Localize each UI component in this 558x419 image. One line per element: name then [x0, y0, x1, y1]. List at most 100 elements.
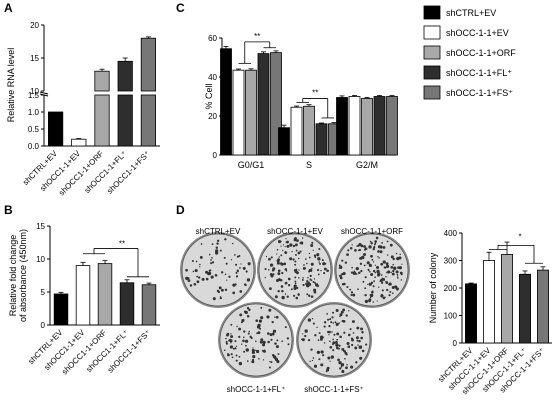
colony-dot [372, 261, 375, 263]
y-tick-label: 200 [444, 284, 458, 293]
colony-dot [219, 249, 222, 252]
colony-dot [262, 340, 266, 345]
colony-dot [318, 261, 320, 263]
colony-dot [398, 266, 403, 270]
chart-d: 0100200300400shCTRL+EVshOCC-1-1+EVshOCC-… [428, 229, 552, 396]
colony-dot [281, 295, 285, 300]
colony-dot [238, 361, 243, 366]
colony-dot [309, 274, 312, 277]
colony-dot [297, 251, 301, 255]
bar [278, 127, 290, 156]
bar [465, 283, 477, 344]
colony-dot [319, 335, 324, 339]
colony-dot [346, 363, 348, 366]
colony-dot [364, 299, 369, 304]
bar [140, 94, 156, 147]
colony-dot [270, 361, 273, 364]
colony-dot [262, 343, 266, 347]
colony-dot [196, 275, 199, 278]
colony-dot [312, 249, 314, 252]
colony-dot [283, 262, 287, 266]
bar [501, 254, 513, 344]
colony-dot [246, 278, 251, 282]
colony-dot [255, 349, 260, 354]
colony-dot [326, 269, 329, 273]
bar [97, 263, 113, 326]
colony-dot [385, 264, 390, 268]
colony-dot [193, 282, 197, 286]
colony-dot [318, 248, 321, 251]
colony-dot [366, 261, 370, 265]
bar [483, 260, 495, 344]
colony-dot [304, 329, 308, 333]
colony-dot [291, 250, 293, 253]
legend-label: shOCC-1-1+FS⁺ [446, 88, 513, 98]
colony-dot [278, 256, 280, 258]
colony-dot [339, 275, 342, 278]
colony-dot [248, 330, 250, 333]
colony-dot [313, 290, 317, 294]
colony-dot [228, 275, 231, 278]
colony-dot [369, 263, 372, 267]
colony-dot [336, 338, 339, 341]
colony-dot [304, 334, 307, 338]
colony-dot [364, 287, 367, 290]
colony-dot [388, 294, 391, 297]
colony-dot [368, 282, 372, 286]
bar [94, 70, 110, 92]
colony-dot [334, 340, 338, 344]
colony-dot [351, 244, 353, 246]
bar [537, 269, 549, 344]
colony-dot [328, 334, 330, 336]
colony-dot [346, 253, 349, 256]
colony-dot [372, 246, 376, 249]
y-tick-label: 300 [444, 257, 458, 266]
legend-label: shOCC-1-1+FL⁺ [446, 68, 512, 78]
colony-dot [279, 279, 283, 282]
colony-dot [215, 246, 219, 249]
colony-dot [297, 293, 300, 296]
colony-dot [312, 322, 315, 325]
y-tick-label: 0 [453, 339, 458, 348]
dish-label: shCTRL+EV [196, 227, 241, 236]
colony-dot [358, 271, 361, 275]
bar [75, 265, 91, 326]
colony-dot [250, 337, 253, 340]
colony-dot [386, 288, 389, 292]
colony-dot [294, 280, 297, 283]
dish-label: shOCC-1-1+FS⁺ [304, 385, 364, 394]
bar [257, 53, 270, 156]
colony-dot [234, 254, 236, 256]
colony-dot [270, 256, 273, 259]
colony-dot [216, 239, 220, 242]
colony-dot [205, 270, 209, 274]
colony-dot [234, 340, 237, 343]
colony-dot [211, 243, 214, 246]
colony-dot [326, 313, 329, 315]
colony-dot [241, 318, 245, 323]
bar [245, 69, 257, 156]
colony-dot [355, 336, 359, 340]
colony-dot [260, 338, 264, 342]
colony-dot [307, 294, 311, 298]
bar [48, 111, 64, 147]
bar [315, 123, 328, 156]
bar [348, 96, 361, 156]
colony-dot [368, 245, 372, 249]
colony-dot [243, 330, 246, 333]
colony-dot [252, 347, 254, 349]
colony-dot [223, 256, 226, 259]
colony-dot [339, 265, 343, 270]
legend-swatch [423, 5, 441, 20]
colony-dot [320, 269, 322, 272]
colony-dot [331, 331, 333, 333]
colony-dot [368, 299, 371, 303]
y-tick-label: 400 [444, 229, 458, 238]
colony-dot [264, 276, 266, 279]
colony-dot [267, 269, 270, 271]
colony-dot [255, 349, 257, 352]
colony-dot [323, 342, 326, 344]
colony-dot [246, 314, 250, 318]
colony-dot [298, 269, 300, 271]
colony-dot [338, 344, 341, 347]
